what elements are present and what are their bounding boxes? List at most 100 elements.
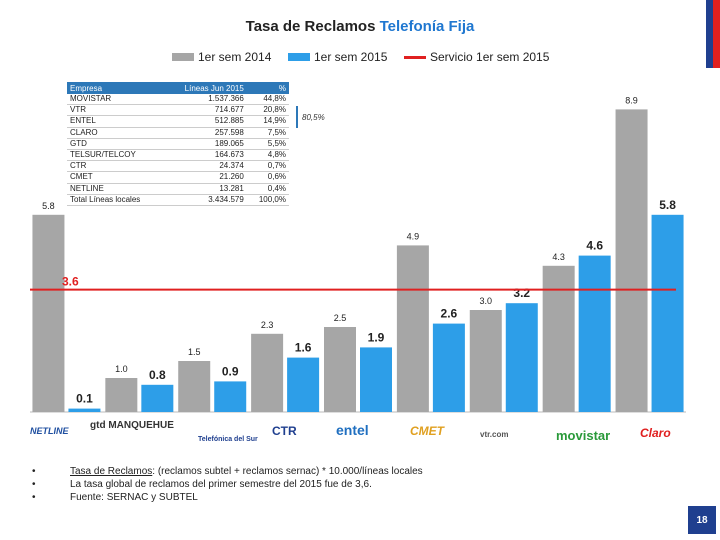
table-row: MOVISTAR 1.537.366 44,8% [67,94,289,106]
table-cell: 100,0% [246,194,289,206]
corner-flag [706,0,720,68]
title-accent: Telefonía Fija [379,18,475,35]
bar-2015 [432,323,465,412]
data-label-2015: 5.8 [659,198,676,212]
bar-2014 [615,109,648,413]
bar-2015 [68,408,101,412]
table-callout-text: 80,5% [302,113,325,122]
bar-2015 [651,214,684,412]
table-row: CMET 21.260 0,6% [67,171,289,184]
bar-2014 [542,265,575,412]
bar-2014 [178,361,211,412]
table-row: CTR 24.374 0,7% [67,160,289,173]
legend-swatch-gray [172,53,194,61]
legend-2014: 1er sem 2014 [172,50,271,64]
table-row: CLARO 257.598 7,5% [67,127,289,139]
table-cell: 164.673 [163,149,247,162]
data-label-2014: 1.5 [188,347,201,357]
table-header-row: Empresa Líneas Jun 2015 % [67,82,289,94]
bar-2014 [32,214,65,412]
legend-service: Servicio 1er sem 2015 [404,50,549,64]
table-cell: 21.260 [163,171,247,184]
data-label-2015: 4.6 [586,239,603,253]
company-logos-row: NETLINE gtd MANQUEHUE Telefónica del Sur… [0,416,720,446]
title-main: Tasa de Reclamos [245,18,376,35]
data-label-2014: 5.8 [42,201,55,211]
footnote-1-link: Tasa de Reclamos [70,466,153,477]
service-average-label: 3.6 [62,275,79,289]
table-cell: 0,7% [246,160,289,173]
table-cell: VTR [67,104,164,117]
bar-2014 [251,333,284,412]
bar-2015 [505,303,538,412]
table-cell: CLARO [67,127,164,139]
table-cell: 4,8% [246,149,289,162]
data-label-2015: 1.6 [295,341,312,355]
table-header-company: Empresa [67,82,164,94]
data-label-2014: 2.3 [261,320,274,330]
table-cell: 14,9% [246,115,289,128]
legend-swatch-red-line [404,55,426,59]
table-cell: 44,8% [246,94,289,106]
table-cell: TELSUR/TELCOY [67,149,164,162]
bar-2015 [360,347,392,412]
data-label-2015: 0.8 [149,368,166,382]
table-cell: CMET [67,171,164,184]
data-label-2014: 4.3 [552,252,565,262]
legend-label-2015: 1er sem 2015 [314,50,388,64]
data-label-2015: 1.9 [368,330,385,344]
table-header-lines: Líneas Jun 2015 [163,82,247,94]
table-cell: 1.537.366 [163,94,247,106]
logo-telsur: Telefónica del Sur [198,436,258,443]
slide-title: Tasa de Reclamos Telefonía Fija [0,18,720,35]
logo-gtd: gtd MANQUEHUE [90,420,174,431]
logo-netline: NETLINE [30,426,69,436]
legend-swatch-blue [288,53,310,61]
table-cell: 5,5% [246,138,289,150]
legend-2015: 1er sem 2015 [288,50,387,64]
legend-label-service: Servicio 1er sem 2015 [430,50,550,64]
table-cell: 24.374 [163,160,247,173]
data-label-2014: 1.0 [115,364,128,374]
table-row: ENTEL 512.885 14,9% [67,115,289,128]
logo-movistar: movistar [556,428,611,443]
bar-2015 [141,384,174,412]
bar-2014 [469,310,502,412]
table-cell: 512.885 [163,115,247,128]
table-row: TELSUR/TELCOY 164.673 4,8% [67,149,289,162]
page-number: 18 [688,506,716,534]
bar-2014 [324,327,356,412]
footnote-1-text: : (reclamos subtel + reclamos sernac) * … [152,466,423,477]
table-total-row: Total Líneas locales 3.434.579 100,0% [67,194,289,206]
footnotes: Tasa de Reclamos: (reclamos subtel + rec… [30,465,423,504]
footnote-1: Tasa de Reclamos: (reclamos subtel + rec… [32,465,423,478]
bar-2014 [105,378,138,412]
table-header-percent: % [246,82,289,94]
bar-2015 [287,357,320,412]
logo-vtr: vtr.com [480,430,509,439]
table-cell: 3.434.579 [163,194,247,206]
flag-blue-band [706,0,713,68]
data-label-2015: 2.6 [441,307,458,321]
table-cell: 0,4% [246,183,289,195]
table-callout-bracket [296,106,299,128]
bar-2015 [578,255,611,412]
table-cell: 257.598 [163,127,247,139]
table-cell: NETLINE [67,183,164,195]
logo-claro: Claro [640,426,671,440]
table-cell: ENTEL [67,115,164,128]
data-label-2014: 4.9 [407,231,420,241]
table-row: NETLINE 13.281 0,4% [67,183,289,195]
table-cell: 20,8% [246,104,289,117]
bar-2015 [214,381,247,412]
data-label-2014: 8.9 [625,95,638,105]
data-label-2014: 2.5 [334,313,347,323]
table-cell: MOVISTAR [67,94,164,106]
footnote-2: La tasa global de reclamos del primer se… [32,478,423,491]
lines-table: Empresa Líneas Jun 2015 % MOVISTAR 1.537.… [67,82,289,206]
table-cell: 13.281 [163,183,247,195]
table-cell: 189.065 [163,138,247,150]
table-cell: GTD [67,138,164,150]
table-cell: 7,5% [246,127,289,139]
